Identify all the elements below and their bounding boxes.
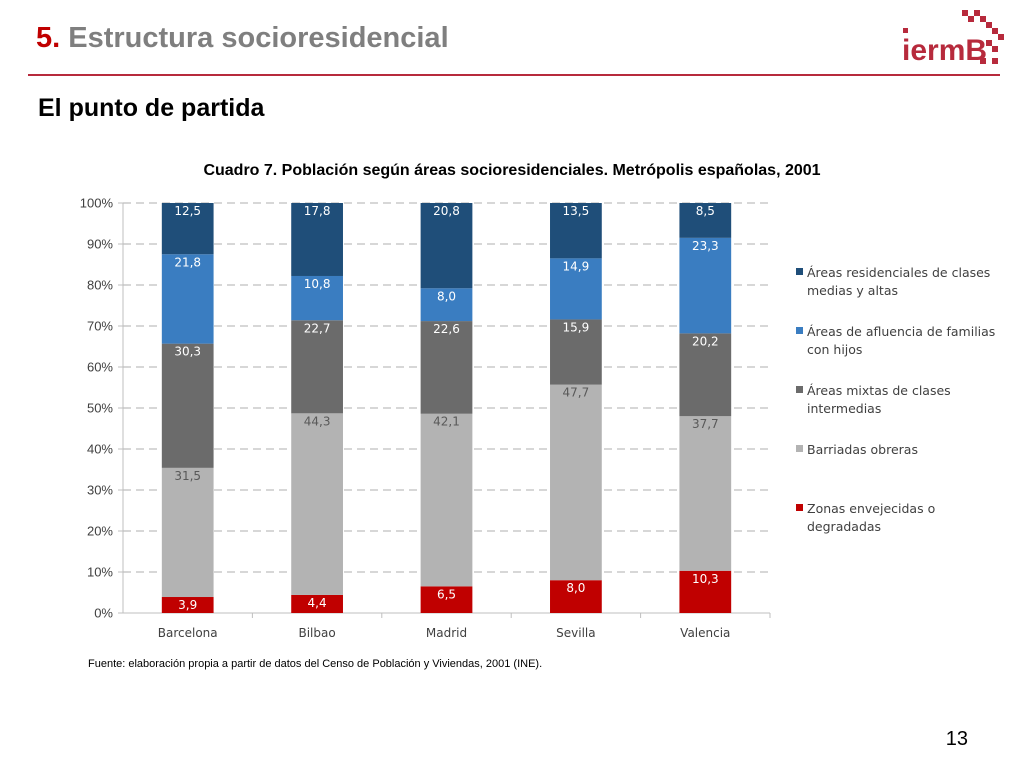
bar-segment [550,384,602,581]
data-label: 20,2 [692,334,719,348]
bar-segment [679,416,732,571]
data-label: 10,8 [304,277,331,291]
bar-segment [291,203,343,276]
data-label: 10,3 [692,572,719,586]
y-tick-label: 80% [87,278,113,293]
y-tick-label: 0% [94,606,113,621]
bar-segment [291,594,343,613]
bar-segment [161,597,214,613]
bar-segment [161,467,214,598]
slide-title-text: Estructura socioresidencial [68,22,449,54]
data-label: 17,8 [304,204,331,218]
legend-swatch [796,268,803,275]
legend-label: Áreas de afluencia de familias con hijos [807,324,996,357]
slide-title: 5. Estructura socioresidencial [36,22,449,55]
bar-segment [420,321,473,414]
data-label: 13,5 [563,204,590,218]
data-label: 22,7 [304,321,331,335]
y-tick-label: 70% [87,319,113,334]
data-label: 20,8 [433,204,460,218]
bar-segment [161,254,214,344]
bar-segment [420,203,473,289]
y-tick-label: 60% [87,360,113,375]
y-tick-label: 30% [87,483,113,498]
page-subtitle: El punto de partida [38,94,265,122]
legend-swatch [796,327,803,334]
bar-segment [679,333,732,417]
stacked-bar-chart: 0% 10% 20% 30% 40% 50% 60% 70% 80% 90% 100% Barcelo… [80,196,771,640]
bar-segment [161,343,214,468]
bar-segment [550,203,602,259]
y-tick-label: 40% [87,442,113,457]
bar-segment [679,203,732,238]
category-label: Bilbao [298,626,335,640]
data-label: 8,0 [437,289,456,303]
bar-segment [550,319,602,385]
bar-segment [679,237,732,334]
data-labels: 3,9 31,5 30,3 21,8 12,5 4,4 44,3 22,7 10,8 17,8 6,… [174,204,718,612]
bar-segment [291,413,343,595]
title-divider [28,74,1000,76]
bar-segment [291,275,343,321]
data-label: 42,1 [433,415,460,429]
data-label: 15,9 [563,320,590,334]
legend-label: Áreas residenciales de clases medias y a… [807,265,991,298]
bar-segment [550,580,602,613]
axes: 0% 10% 20% 30% 40% 50% 60% 70% 80% 90% 100% Barcelo… [80,196,771,640]
data-label: 8,0 [566,581,585,595]
data-label: 30,3 [174,345,201,359]
legend-label: Áreas mixtas de clases intermedias [807,383,951,416]
bar-segment [291,320,343,414]
category-label: Sevilla [556,626,595,640]
bar-segment [550,258,602,320]
bar-segment [420,586,473,613]
data-label: 23,3 [692,239,719,253]
page-number: 13 [945,728,968,750]
data-label: 44,3 [304,414,331,428]
data-label: 47,7 [563,386,590,400]
category-label: Madrid [426,626,467,640]
bars [161,203,732,613]
bar-segment [420,288,473,322]
bar-segment [420,413,473,587]
data-label: 6,5 [437,587,456,601]
iermb-logo: iermB [902,10,1004,67]
data-label: 3,9 [178,598,197,612]
data-label: 22,6 [433,322,460,336]
data-label: 4,4 [308,596,327,610]
chart-title: Cuadro 7. Población según áreas sociores… [203,162,821,179]
slide-title-number: 5. [36,22,61,54]
legend-label: Zonas envejecidas o degradadas [807,501,936,534]
y-tick-label: 90% [87,237,113,252]
y-tick-label: 10% [87,565,113,580]
grid-lines [123,202,770,573]
legend-swatch [796,386,803,393]
category-label: Barcelona [158,626,218,640]
y-tick-label: 100% [80,196,114,211]
data-label: 14,9 [563,259,590,273]
category-label: Valencia [680,626,730,640]
data-label: 12,5 [174,204,201,218]
bar-segment [161,203,214,255]
legend-swatch [796,504,803,511]
data-label: 37,7 [692,417,719,431]
bar-segment [679,570,732,613]
y-tick-label: 20% [87,524,113,539]
source-note: Fuente: elaboración propia a partir de d… [88,658,543,670]
y-tick-label: 50% [87,401,113,416]
logo-text: iermB [902,34,987,67]
data-label: 31,5 [174,469,201,483]
legend-swatch [796,445,803,452]
legend-label: Barriadas obreras [807,442,918,457]
data-label: 8,5 [696,204,715,218]
data-label: 21,8 [174,255,201,269]
